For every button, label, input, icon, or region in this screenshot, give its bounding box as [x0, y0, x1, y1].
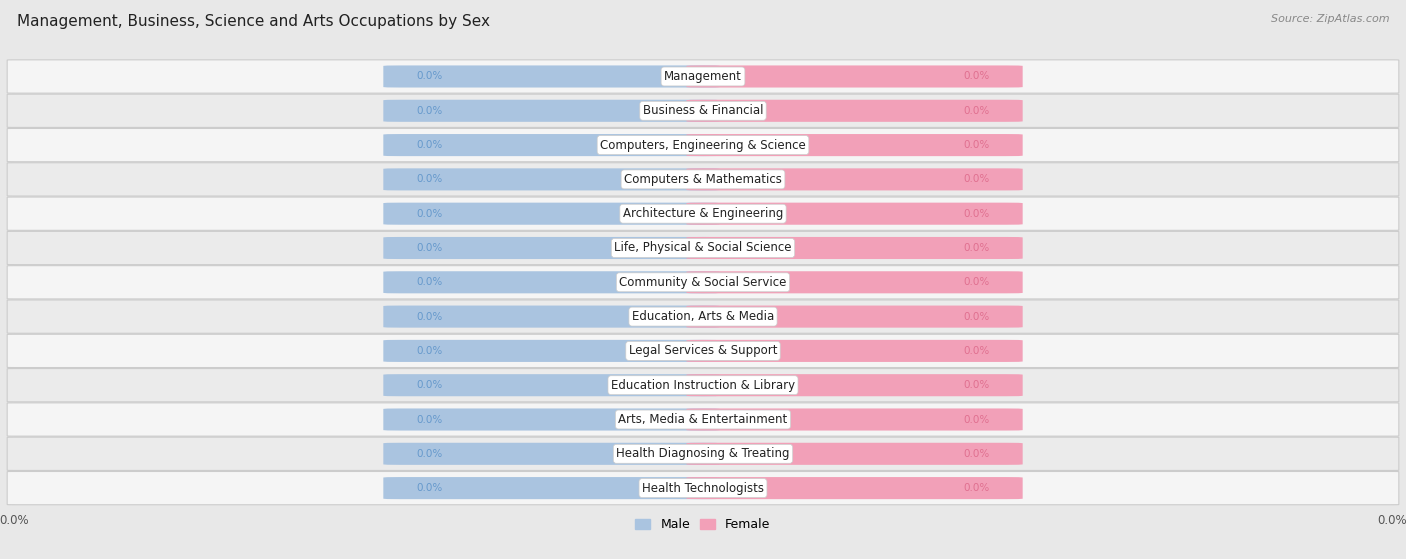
FancyBboxPatch shape [384, 340, 720, 362]
FancyBboxPatch shape [7, 368, 1399, 402]
FancyBboxPatch shape [7, 300, 1399, 333]
Text: Education, Arts & Media: Education, Arts & Media [631, 310, 775, 323]
Text: Health Diagnosing & Treating: Health Diagnosing & Treating [616, 447, 790, 460]
Text: 0.0%: 0.0% [963, 277, 990, 287]
Text: 0.0%: 0.0% [416, 72, 443, 82]
Text: Management, Business, Science and Arts Occupations by Sex: Management, Business, Science and Arts O… [17, 14, 489, 29]
FancyBboxPatch shape [686, 477, 1022, 499]
FancyBboxPatch shape [7, 334, 1399, 367]
FancyBboxPatch shape [7, 94, 1399, 127]
FancyBboxPatch shape [686, 100, 1022, 122]
Text: 0.0%: 0.0% [963, 174, 990, 184]
Text: 0.0%: 0.0% [963, 209, 990, 219]
FancyBboxPatch shape [7, 231, 1399, 264]
FancyBboxPatch shape [384, 203, 720, 225]
Text: 0.0%: 0.0% [416, 174, 443, 184]
Text: Management: Management [664, 70, 742, 83]
FancyBboxPatch shape [384, 271, 720, 293]
FancyBboxPatch shape [686, 203, 1022, 225]
Text: Computers, Engineering & Science: Computers, Engineering & Science [600, 139, 806, 151]
Text: Health Technologists: Health Technologists [643, 482, 763, 495]
FancyBboxPatch shape [7, 403, 1399, 436]
Text: 0.0%: 0.0% [963, 311, 990, 321]
FancyBboxPatch shape [686, 271, 1022, 293]
Text: 0.0%: 0.0% [963, 72, 990, 82]
FancyBboxPatch shape [384, 100, 720, 122]
FancyBboxPatch shape [7, 437, 1399, 471]
FancyBboxPatch shape [7, 266, 1399, 299]
FancyBboxPatch shape [7, 60, 1399, 93]
Text: 0.0%: 0.0% [416, 311, 443, 321]
FancyBboxPatch shape [384, 168, 720, 191]
Text: 0.0%: 0.0% [963, 140, 990, 150]
FancyBboxPatch shape [384, 374, 720, 396]
FancyBboxPatch shape [686, 443, 1022, 465]
FancyBboxPatch shape [686, 340, 1022, 362]
Text: Arts, Media & Entertainment: Arts, Media & Entertainment [619, 413, 787, 426]
Text: Education Instruction & Library: Education Instruction & Library [612, 378, 794, 392]
Text: 0.0%: 0.0% [963, 449, 990, 459]
Text: 0.0%: 0.0% [963, 483, 990, 493]
Text: 0.0%: 0.0% [963, 346, 990, 356]
Text: 0.0%: 0.0% [416, 106, 443, 116]
FancyBboxPatch shape [686, 374, 1022, 396]
Text: 0.0%: 0.0% [416, 209, 443, 219]
FancyBboxPatch shape [686, 134, 1022, 156]
Text: 0.0%: 0.0% [963, 415, 990, 424]
Text: Life, Physical & Social Science: Life, Physical & Social Science [614, 241, 792, 254]
Text: 0.0%: 0.0% [416, 277, 443, 287]
FancyBboxPatch shape [7, 129, 1399, 162]
Text: 0.0%: 0.0% [963, 106, 990, 116]
Text: Source: ZipAtlas.com: Source: ZipAtlas.com [1271, 14, 1389, 24]
Text: 0.0%: 0.0% [416, 380, 443, 390]
FancyBboxPatch shape [686, 306, 1022, 328]
FancyBboxPatch shape [7, 163, 1399, 196]
FancyBboxPatch shape [384, 443, 720, 465]
Text: Business & Financial: Business & Financial [643, 105, 763, 117]
Text: 0.0%: 0.0% [416, 415, 443, 424]
Text: 0.0%: 0.0% [416, 243, 443, 253]
FancyBboxPatch shape [686, 409, 1022, 430]
FancyBboxPatch shape [384, 65, 720, 88]
Text: 0.0%: 0.0% [416, 140, 443, 150]
Text: 0.0%: 0.0% [963, 380, 990, 390]
FancyBboxPatch shape [384, 477, 720, 499]
Text: 0.0%: 0.0% [416, 346, 443, 356]
Text: Community & Social Service: Community & Social Service [619, 276, 787, 289]
FancyBboxPatch shape [7, 197, 1399, 230]
FancyBboxPatch shape [384, 306, 720, 328]
Text: Computers & Mathematics: Computers & Mathematics [624, 173, 782, 186]
FancyBboxPatch shape [384, 409, 720, 430]
FancyBboxPatch shape [686, 168, 1022, 191]
FancyBboxPatch shape [686, 237, 1022, 259]
Text: 0.0%: 0.0% [416, 449, 443, 459]
Text: Legal Services & Support: Legal Services & Support [628, 344, 778, 357]
FancyBboxPatch shape [686, 65, 1022, 88]
FancyBboxPatch shape [384, 237, 720, 259]
FancyBboxPatch shape [384, 134, 720, 156]
Text: Architecture & Engineering: Architecture & Engineering [623, 207, 783, 220]
Text: 0.0%: 0.0% [963, 243, 990, 253]
FancyBboxPatch shape [7, 471, 1399, 505]
Legend: Male, Female: Male, Female [630, 513, 776, 537]
Text: 0.0%: 0.0% [416, 483, 443, 493]
